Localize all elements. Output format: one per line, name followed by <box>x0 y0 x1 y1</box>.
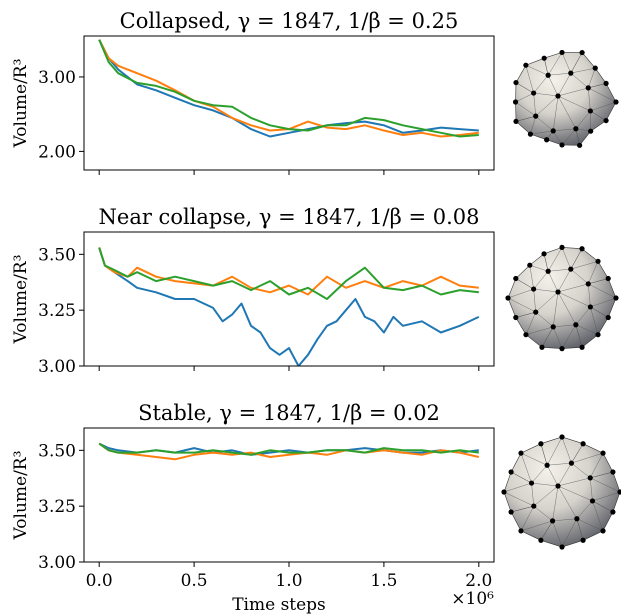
stable-x-tick-label: 0.5 <box>181 571 208 591</box>
collapsed-title: Collapsed, γ = 1847, 1/β = 0.25 <box>120 9 459 33</box>
collapsed-y-tick-label: 2.00 <box>38 142 76 162</box>
collapsed-y-axis-label: Volume/R³ <box>11 59 31 149</box>
stable-x-tick-label: 2.0 <box>465 571 492 591</box>
collapsed-y-tick-label: 3.00 <box>38 68 76 88</box>
near-collapse-panel: Near collapse, γ = 1847, 1/β = 0.08 3.00 3… <box>11 205 495 377</box>
stable-x-tick-label: 1.5 <box>370 571 397 591</box>
collapsed-series-1-line <box>98 39 479 138</box>
stable-y-tick-label: 3.50 <box>38 441 76 461</box>
near-collapse-vesicle-mesh <box>505 244 619 352</box>
stable-series-3-line <box>98 442 479 456</box>
stable-x-multiplier: ×10⁶ <box>451 589 494 609</box>
near-collapse-y-tick-label: 3.00 <box>38 357 76 377</box>
stable-panel: Stable, γ = 1847, 1/β = 0.02 0.0 0.5 1.0 1.5… <box>11 401 495 614</box>
stable-y-tick-label: 3.00 <box>38 553 76 573</box>
near-collapse-series-3-line <box>98 247 479 300</box>
stable-x-tick-label: 1.0 <box>275 571 302 591</box>
stable-title: Stable, γ = 1847, 1/β = 0.02 <box>138 401 440 425</box>
stable-x-tick-label: 0.0 <box>86 571 113 591</box>
stable-series-2-line <box>98 442 480 461</box>
stable-y-tick-label: 3.25 <box>38 497 76 517</box>
stable-axes-frame <box>83 427 495 563</box>
stable-x-axis-label: Time steps <box>232 595 326 614</box>
collapsed-panel: Collapsed, γ = 1847, 1/β = 0.25 2.00 3.00 V… <box>11 9 495 175</box>
near-collapse-y-tick-label: 3.25 <box>38 301 76 321</box>
near-collapse-series-2-line <box>98 247 479 296</box>
near-collapse-y-tick-label: 3.50 <box>38 245 76 265</box>
stable-vesicle-mesh <box>501 434 621 550</box>
collapsed-series-2-line <box>98 39 479 138</box>
near-collapse-axes-frame <box>83 231 495 367</box>
collapsed-vesicle-mesh <box>512 49 619 148</box>
collapsed-axes-frame <box>83 35 495 171</box>
collapsed-series-3-line <box>98 39 479 138</box>
near-collapse-y-axis-label: Volume/R³ <box>11 255 31 345</box>
near-collapse-title: Near collapse, γ = 1847, 1/β = 0.08 <box>99 205 480 229</box>
stable-y-axis-label: Volume/R³ <box>11 451 31 541</box>
near-collapse-series-1-line <box>98 247 480 366</box>
